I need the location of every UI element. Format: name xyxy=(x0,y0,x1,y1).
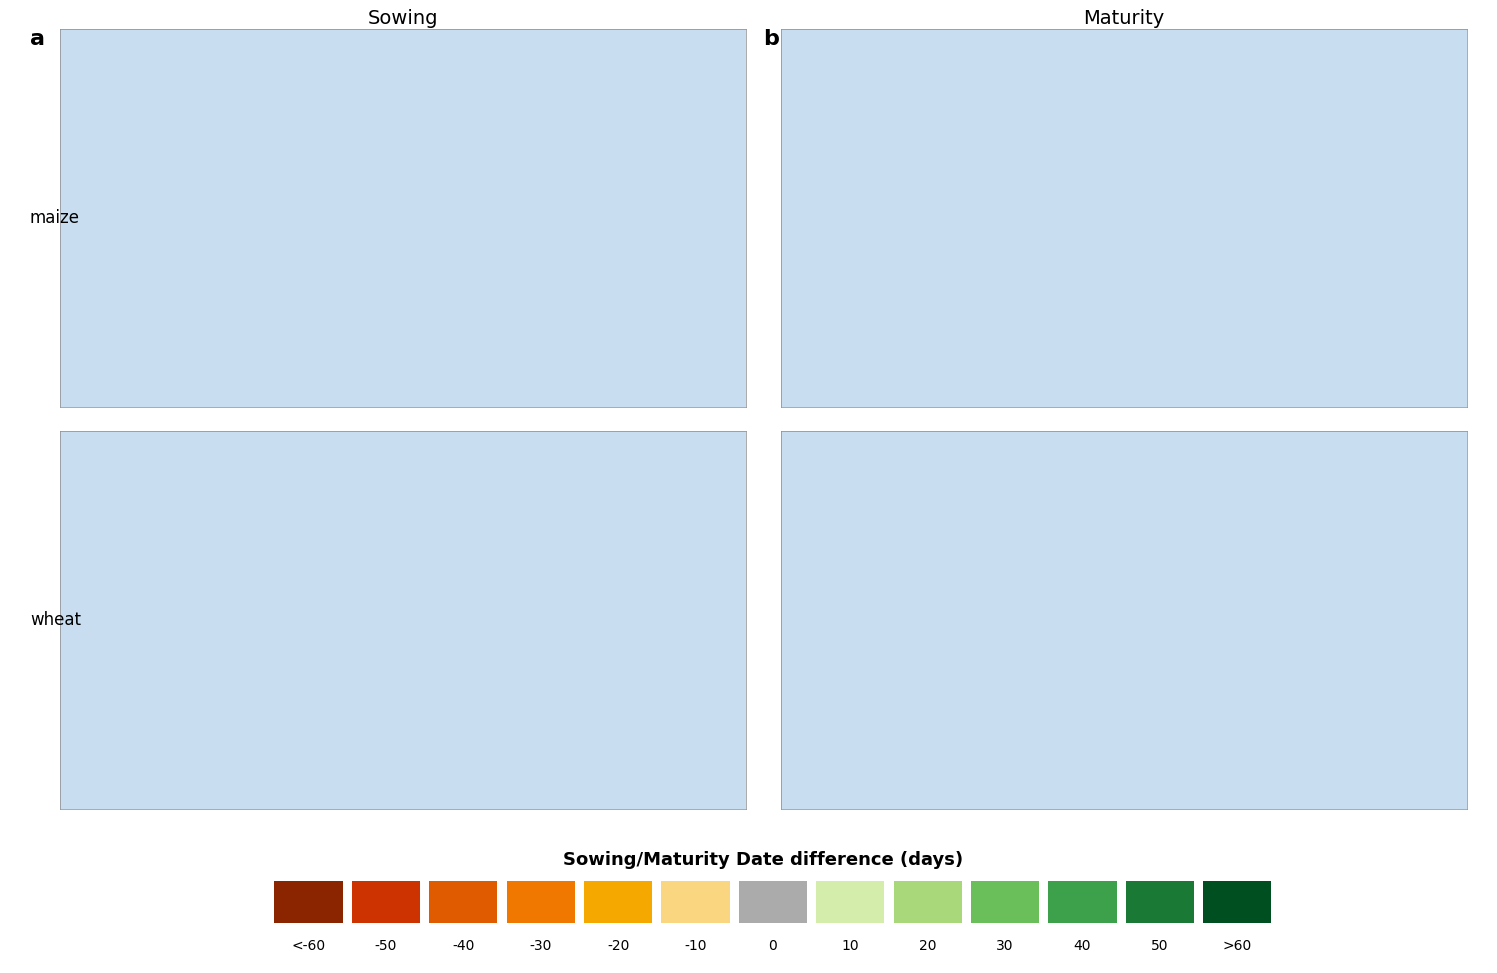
FancyBboxPatch shape xyxy=(816,881,885,923)
Text: 20: 20 xyxy=(919,939,937,953)
Text: 50: 50 xyxy=(1151,939,1169,953)
Text: <-60: <-60 xyxy=(292,939,325,953)
Text: 30: 30 xyxy=(997,939,1013,953)
FancyBboxPatch shape xyxy=(274,881,343,923)
FancyBboxPatch shape xyxy=(894,881,961,923)
FancyBboxPatch shape xyxy=(740,881,807,923)
Title: Sowing: Sowing xyxy=(368,9,439,27)
FancyBboxPatch shape xyxy=(1048,881,1117,923)
FancyBboxPatch shape xyxy=(352,881,421,923)
Text: -20: -20 xyxy=(606,939,629,953)
Text: 0: 0 xyxy=(768,939,777,953)
Text: -30: -30 xyxy=(530,939,552,953)
Text: maize: maize xyxy=(30,209,79,228)
Text: 10: 10 xyxy=(841,939,859,953)
Text: wheat: wheat xyxy=(30,611,81,629)
Text: Sowing/Maturity Date difference (days): Sowing/Maturity Date difference (days) xyxy=(563,850,964,869)
Text: >60: >60 xyxy=(1223,939,1251,953)
Text: -50: -50 xyxy=(374,939,397,953)
Text: -40: -40 xyxy=(452,939,475,953)
Text: 40: 40 xyxy=(1073,939,1091,953)
Text: a: a xyxy=(30,29,45,50)
FancyBboxPatch shape xyxy=(506,881,575,923)
FancyBboxPatch shape xyxy=(430,881,497,923)
FancyBboxPatch shape xyxy=(662,881,729,923)
FancyBboxPatch shape xyxy=(584,881,653,923)
FancyBboxPatch shape xyxy=(1126,881,1195,923)
FancyBboxPatch shape xyxy=(972,881,1039,923)
Text: b: b xyxy=(763,29,780,50)
Title: Maturity: Maturity xyxy=(1084,9,1165,27)
FancyBboxPatch shape xyxy=(1204,881,1271,923)
Text: -10: -10 xyxy=(684,939,707,953)
